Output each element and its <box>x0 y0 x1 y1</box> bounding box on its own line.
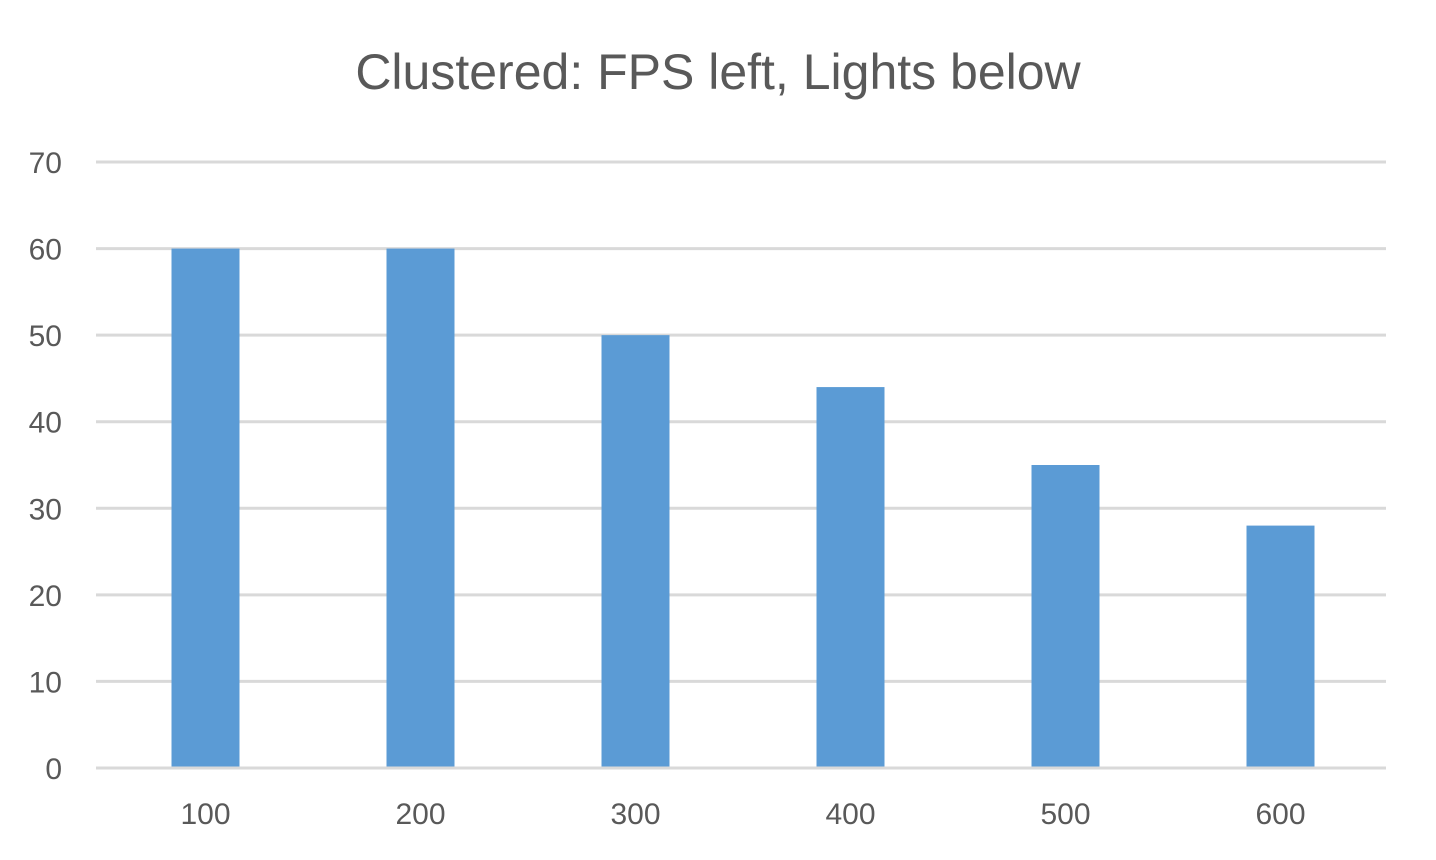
x-tick-label: 100 <box>180 798 230 831</box>
y-tick-label: 10 <box>29 666 62 699</box>
y-tick-label: 50 <box>29 320 62 353</box>
x-tick-label: 500 <box>1040 798 1090 831</box>
bar-600 <box>1246 525 1315 767</box>
bar-500 <box>1031 465 1100 767</box>
y-tick-label: 0 <box>45 753 62 786</box>
y-tick-label: 70 <box>29 147 62 180</box>
x-axis-tick-labels: 100 200 300 400 500 600 <box>180 798 1305 831</box>
bar-300 <box>601 335 670 767</box>
bar-400 <box>816 387 885 767</box>
bar-100 <box>171 248 240 767</box>
gridlines <box>96 160 1386 770</box>
y-tick-label: 60 <box>29 234 62 267</box>
bars <box>171 248 1315 767</box>
chart-title: Clustered: FPS left, Lights below <box>355 44 1081 100</box>
x-tick-label: 600 <box>1255 798 1305 831</box>
y-tick-label: 30 <box>29 493 62 526</box>
y-tick-label: 40 <box>29 407 62 440</box>
y-tick-label: 20 <box>29 580 62 613</box>
x-tick-label: 200 <box>395 798 445 831</box>
x-tick-label: 300 <box>610 798 660 831</box>
y-axis-tick-labels: 0 10 20 30 40 50 60 70 <box>29 147 62 786</box>
bar-200 <box>386 248 455 767</box>
x-tick-label: 400 <box>825 798 875 831</box>
